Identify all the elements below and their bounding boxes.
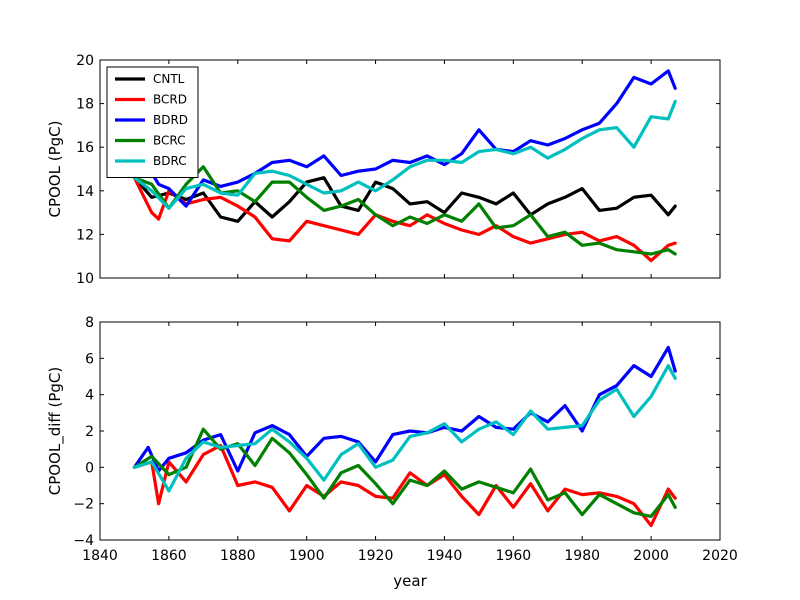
- bottom-series-group: [132, 345, 677, 528]
- x-tick-label: 2020: [702, 548, 738, 564]
- y-tick-label: 8: [85, 315, 94, 331]
- y-tick-label: −2: [73, 497, 94, 513]
- bottom-series-bcrd: [132, 443, 677, 528]
- x-tick-label: 1940: [427, 548, 463, 564]
- x-tick-label: 1880: [220, 548, 256, 564]
- legend-label-bcrd: BCRD: [153, 93, 187, 107]
- top-series-bcrd: [132, 176, 677, 263]
- x-tick-label: 1860: [151, 548, 187, 564]
- y-tick-label: 2: [85, 424, 94, 440]
- legend-label-bcrc: BCRC: [153, 134, 186, 148]
- y-tick-label: 6: [85, 351, 94, 367]
- bottom-y-ticks: −4 −2 0 2 4 6 8: [73, 315, 720, 549]
- top-series-bdrd: [132, 69, 677, 208]
- x-tick-label: 1920: [358, 548, 394, 564]
- y-tick-label: 20: [76, 53, 94, 69]
- x-tick-label: 1980: [564, 548, 600, 564]
- top-series-cntl: [132, 176, 677, 223]
- x-axis-label: year: [393, 572, 427, 590]
- top-y-ticks: 10 12 14 16 18 20: [76, 53, 720, 287]
- legend-box: [106, 66, 199, 178]
- y-tick-label: 4: [85, 388, 94, 404]
- y-tick-label: 10: [76, 271, 94, 287]
- top-y-axis-label: CPOOL (PgC): [46, 120, 64, 217]
- y-tick-label: −4: [73, 533, 94, 549]
- y-tick-label: 16: [76, 140, 94, 156]
- top-panel: 10 12 14 16 18 20 CPOOL (PgC) CNTL BCRD BDRD BCR…: [46, 53, 721, 287]
- top-series-bdrc: [132, 99, 677, 210]
- legend-label-bdrc: BDRC: [153, 154, 187, 168]
- x-tick-label: 1960: [496, 548, 532, 564]
- y-tick-label: 14: [76, 184, 94, 200]
- bottom-panel: −4 −2 0 2 4 6 8 1840 1860 1880 1900 1920 1940 1960 19…: [46, 315, 738, 590]
- legend-label-bdrd: BDRD: [153, 113, 188, 127]
- x-tick-label: 1900: [289, 548, 325, 564]
- y-tick-label: 18: [76, 97, 94, 113]
- legend-label-cntl: CNTL: [153, 72, 185, 86]
- bottom-x-ticks: 1840 1860 1880 1900 1920 1940 1960 1980 2000 2020: [82, 322, 738, 564]
- legend: CNTL BCRD BDRD BCRC BDRC: [106, 66, 199, 178]
- y-tick-label: 12: [76, 227, 94, 243]
- y-tick-label: 0: [85, 460, 94, 476]
- x-tick-label: 1840: [82, 548, 118, 564]
- bottom-y-axis-label: CPOOL_diff (PgC): [46, 367, 65, 496]
- top-plot-frame: [99, 59, 721, 279]
- top-x-ticks: [99, 60, 721, 278]
- top-series-group: [132, 69, 677, 263]
- bottom-series-bdrc: [132, 364, 677, 493]
- x-tick-label: 2000: [633, 548, 669, 564]
